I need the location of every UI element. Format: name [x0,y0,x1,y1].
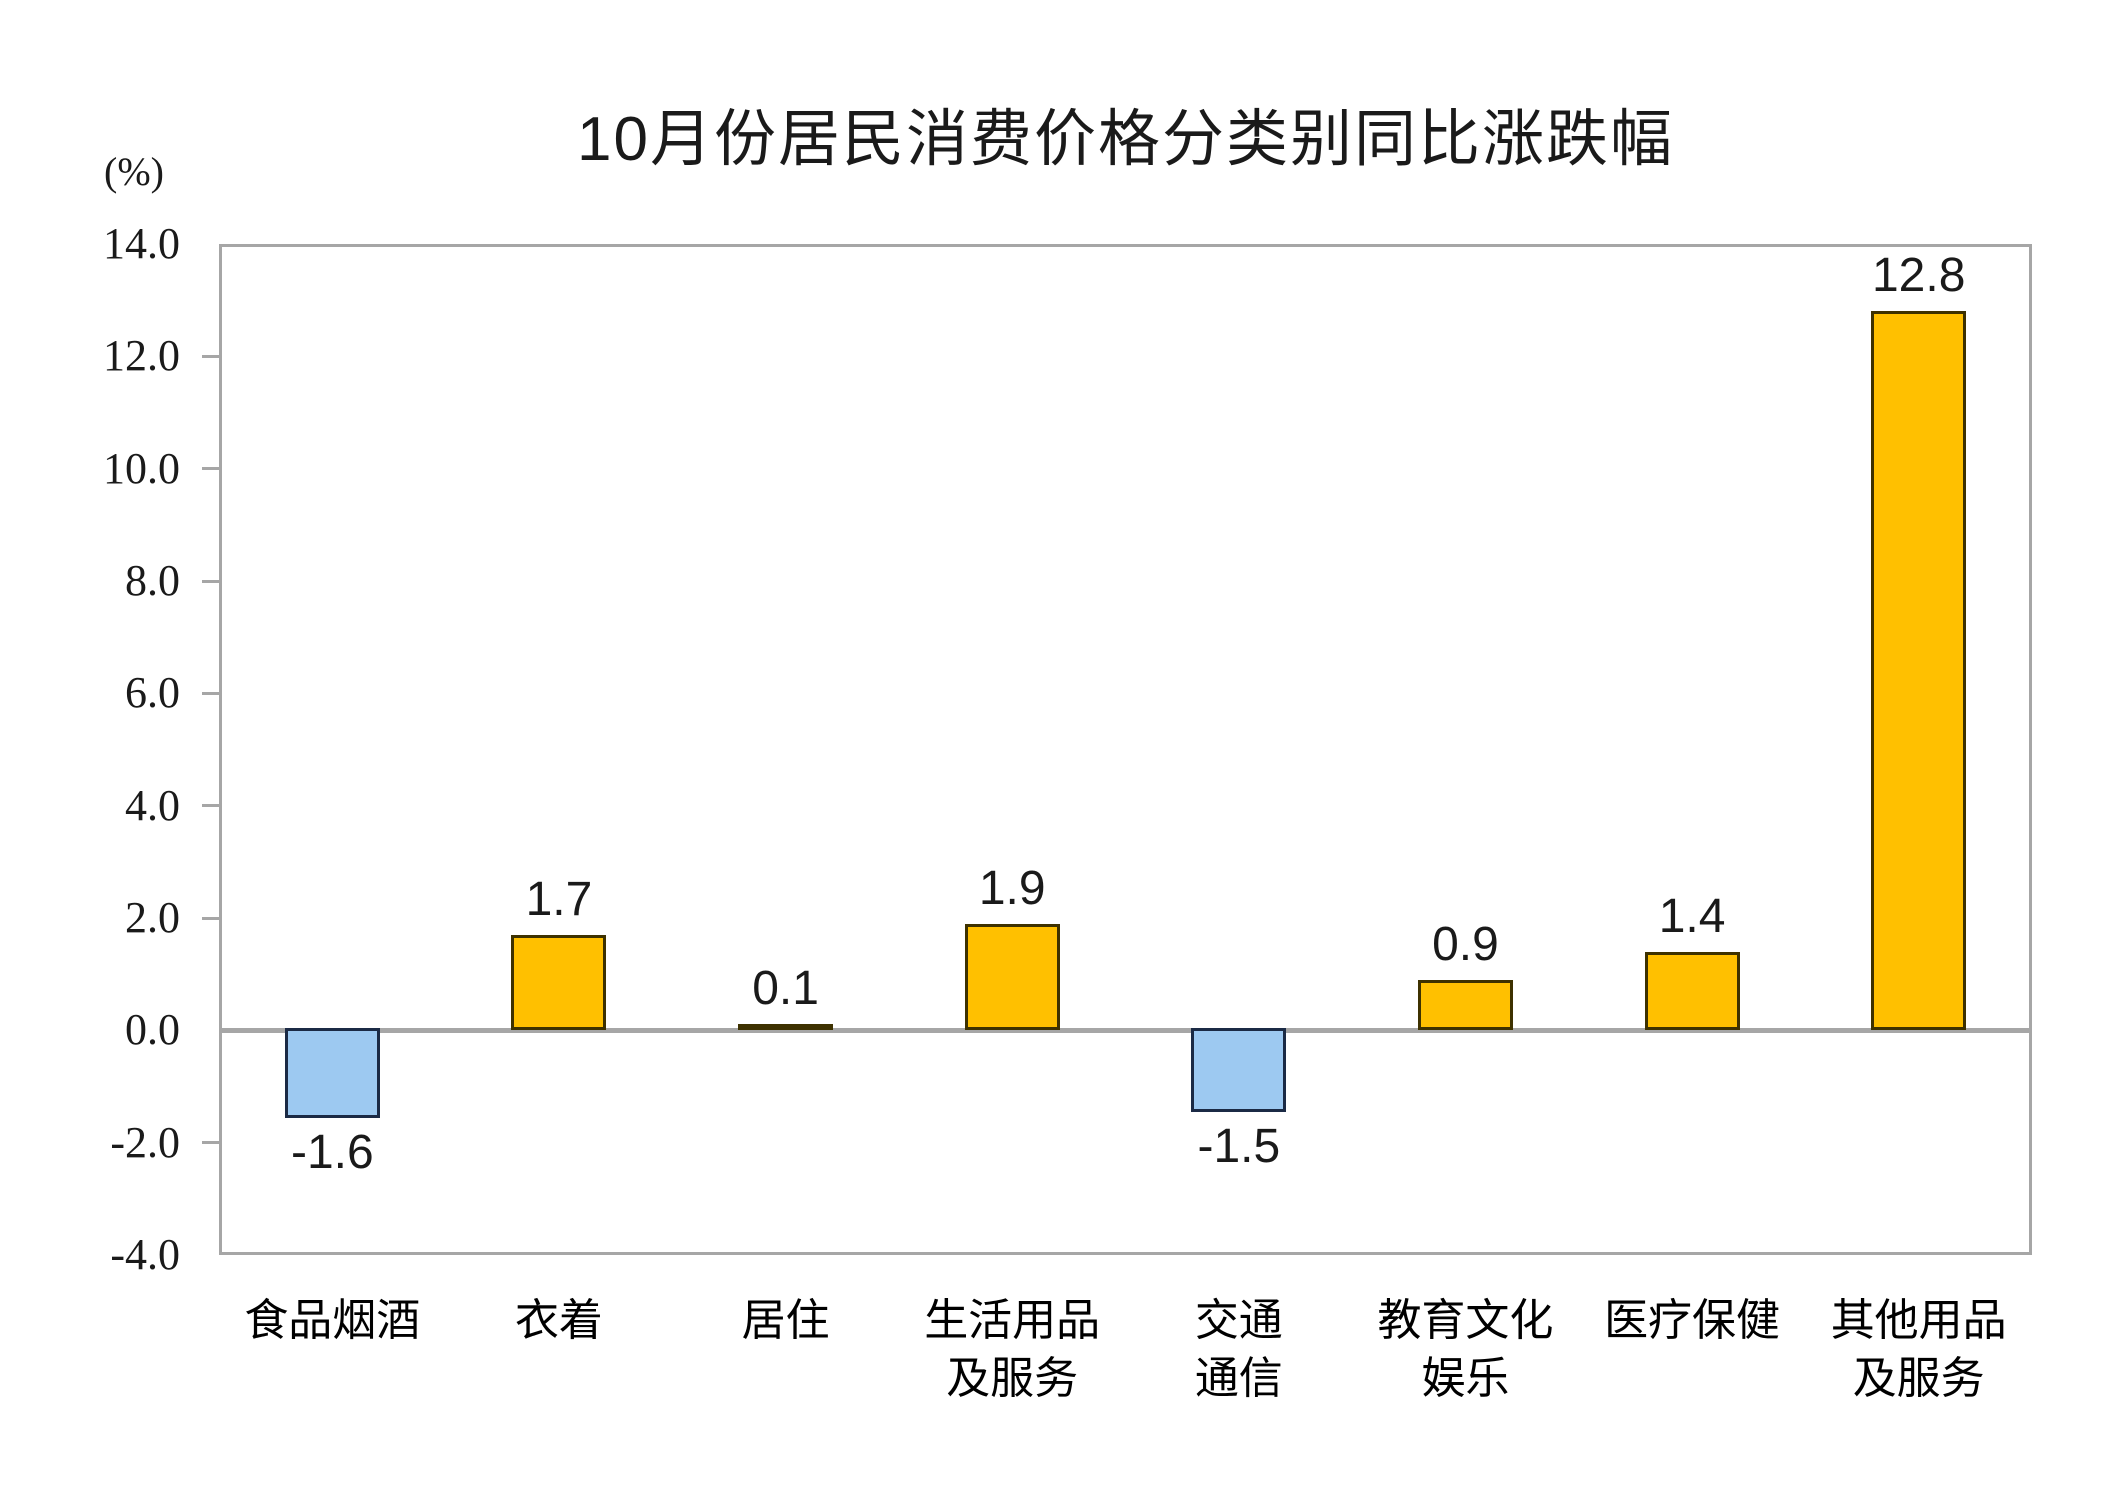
y-tick-mark [202,916,219,920]
y-tick-mark [202,1141,219,1145]
y-tick-label: 6.0 [125,668,180,718]
y-tick-label: 8.0 [125,556,180,605]
y-tick-label: 4.0 [125,780,180,830]
bar-value-label: 1.4 [1658,889,1726,943]
x-category-label-line: 及服务 [1852,1354,1985,1403]
x-category-label-line: 教育文化 [1377,1296,1554,1345]
x-category-label-line: 居住 [741,1296,830,1345]
chart-title: 10月份居民消费价格分类别同比涨跌幅 [577,105,1674,174]
y-axis-unit-label: (%) [104,149,164,194]
x-category-label-line: 通信 [1194,1354,1283,1403]
bar-教育文化娱乐 [1417,979,1513,1031]
y-tick-label: -4.0 [110,1230,180,1279]
x-category-label: 居住 [673,1292,899,1350]
bar-value-label: 1.7 [525,872,593,926]
x-category-label-line: 交通 [1194,1296,1283,1345]
bar-value-label: -1.5 [1197,1120,1281,1174]
y-tick-label: -2.0 [110,1117,180,1167]
y-tick-mark [202,691,219,695]
bar-居住 [738,1024,834,1031]
bar-生活用品及服务 [964,923,1060,1031]
y-tick-mark [202,467,219,471]
x-category-label: 其他用品 及服务 [1806,1292,2032,1408]
y-tick-label: 10.0 [103,443,180,493]
bar-其他用品及服务 [1871,311,1967,1031]
bar-医疗保健 [1644,951,1740,1031]
x-category-label-line: 生活用品 [924,1296,1101,1345]
x-category-label: 食品烟酒 [219,1292,445,1350]
bar-value-label: 12.8 [1871,249,1966,303]
x-category-label-line: 衣着 [514,1296,603,1345]
x-category-label-line: 娱乐 [1421,1354,1510,1403]
bar-交通通信 [1191,1027,1287,1113]
y-tick-label: 2.0 [125,893,180,942]
x-category-label-line: 食品烟酒 [244,1296,421,1345]
x-category-label-line: 其他用品 [1830,1296,2007,1345]
x-category-label: 生活用品 及服务 [899,1292,1125,1408]
y-tick-mark [202,804,219,808]
y-tick-mark [202,579,219,583]
bar-衣着 [511,934,607,1031]
zero-axis-line [219,1027,2032,1033]
bar-value-label: -1.6 [290,1125,374,1179]
x-category-label: 衣着 [446,1292,672,1350]
bar-value-label: 0.9 [1432,917,1499,971]
y-tick-label: 12.0 [103,331,180,381]
x-category-label-line: 及服务 [946,1354,1079,1403]
x-category-label: 交通 通信 [1126,1292,1352,1408]
y-tick-label: 0.0 [125,1005,180,1055]
y-tick-label: 14.0 [103,219,180,268]
x-category-label: 医疗保健 [1579,1292,1805,1350]
bar-value-label: 0.1 [752,962,819,1016]
bar-食品烟酒 [284,1027,380,1118]
x-category-label-line: 医疗保健 [1604,1296,1781,1345]
plot-area [219,244,2032,1255]
bar-value-label: 1.9 [978,861,1046,915]
y-tick-mark [202,354,219,358]
x-category-label: 教育文化 娱乐 [1352,1292,1578,1408]
